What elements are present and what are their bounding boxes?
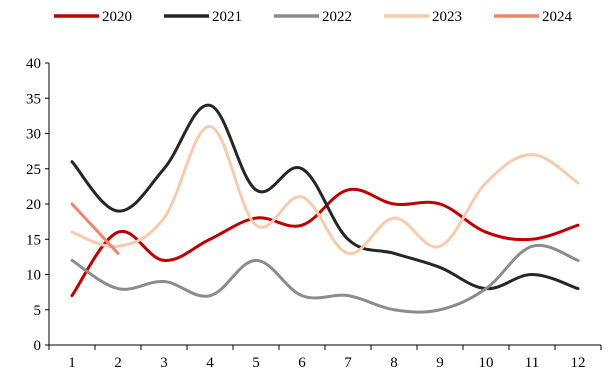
series-line-2020 (70, 187, 580, 298)
series-line-2022 (70, 243, 580, 314)
x-tick-label: 5 (252, 355, 260, 371)
x-tick-label: 1 (68, 355, 76, 371)
x-tick-label: 7 (344, 355, 352, 371)
legend-label-2022: 2022 (322, 9, 352, 25)
series-line-2024 (70, 202, 120, 255)
y-tick-label: 10 (26, 268, 41, 284)
y-tick-label: 0 (34, 338, 42, 354)
legend-label-2021: 2021 (212, 9, 242, 25)
x-tick-label: 9 (436, 355, 444, 371)
x-tick-label: 6 (298, 355, 306, 371)
x-tick-label: 11 (525, 355, 539, 371)
x-tick-label: 8 (390, 355, 398, 371)
series-line-2023 (70, 124, 580, 255)
y-tick-label: 15 (26, 232, 41, 248)
legend-label-2023: 2023 (432, 9, 462, 25)
y-tick-label: 20 (26, 197, 41, 213)
legend: 2020 2021 2022 2023 2024 (54, 9, 573, 25)
y-tick-label: 25 (26, 162, 41, 178)
x-tick-label: 12 (571, 355, 586, 371)
y-tick-label: 5 (34, 303, 42, 319)
x-tick-label: 10 (479, 355, 494, 371)
x-tick-label: 4 (206, 355, 214, 371)
y-tick-label: 35 (26, 91, 41, 107)
x-tick-label: 3 (160, 355, 168, 371)
legend-label-2024: 2024 (542, 9, 573, 25)
y-tick-label: 40 (26, 56, 41, 72)
series-layer (70, 103, 580, 314)
series-line-2021 (70, 103, 580, 291)
y-tick-label: 30 (26, 127, 41, 143)
legend-label-2020: 2020 (102, 9, 132, 25)
x-tick-label: 2 (114, 355, 122, 371)
